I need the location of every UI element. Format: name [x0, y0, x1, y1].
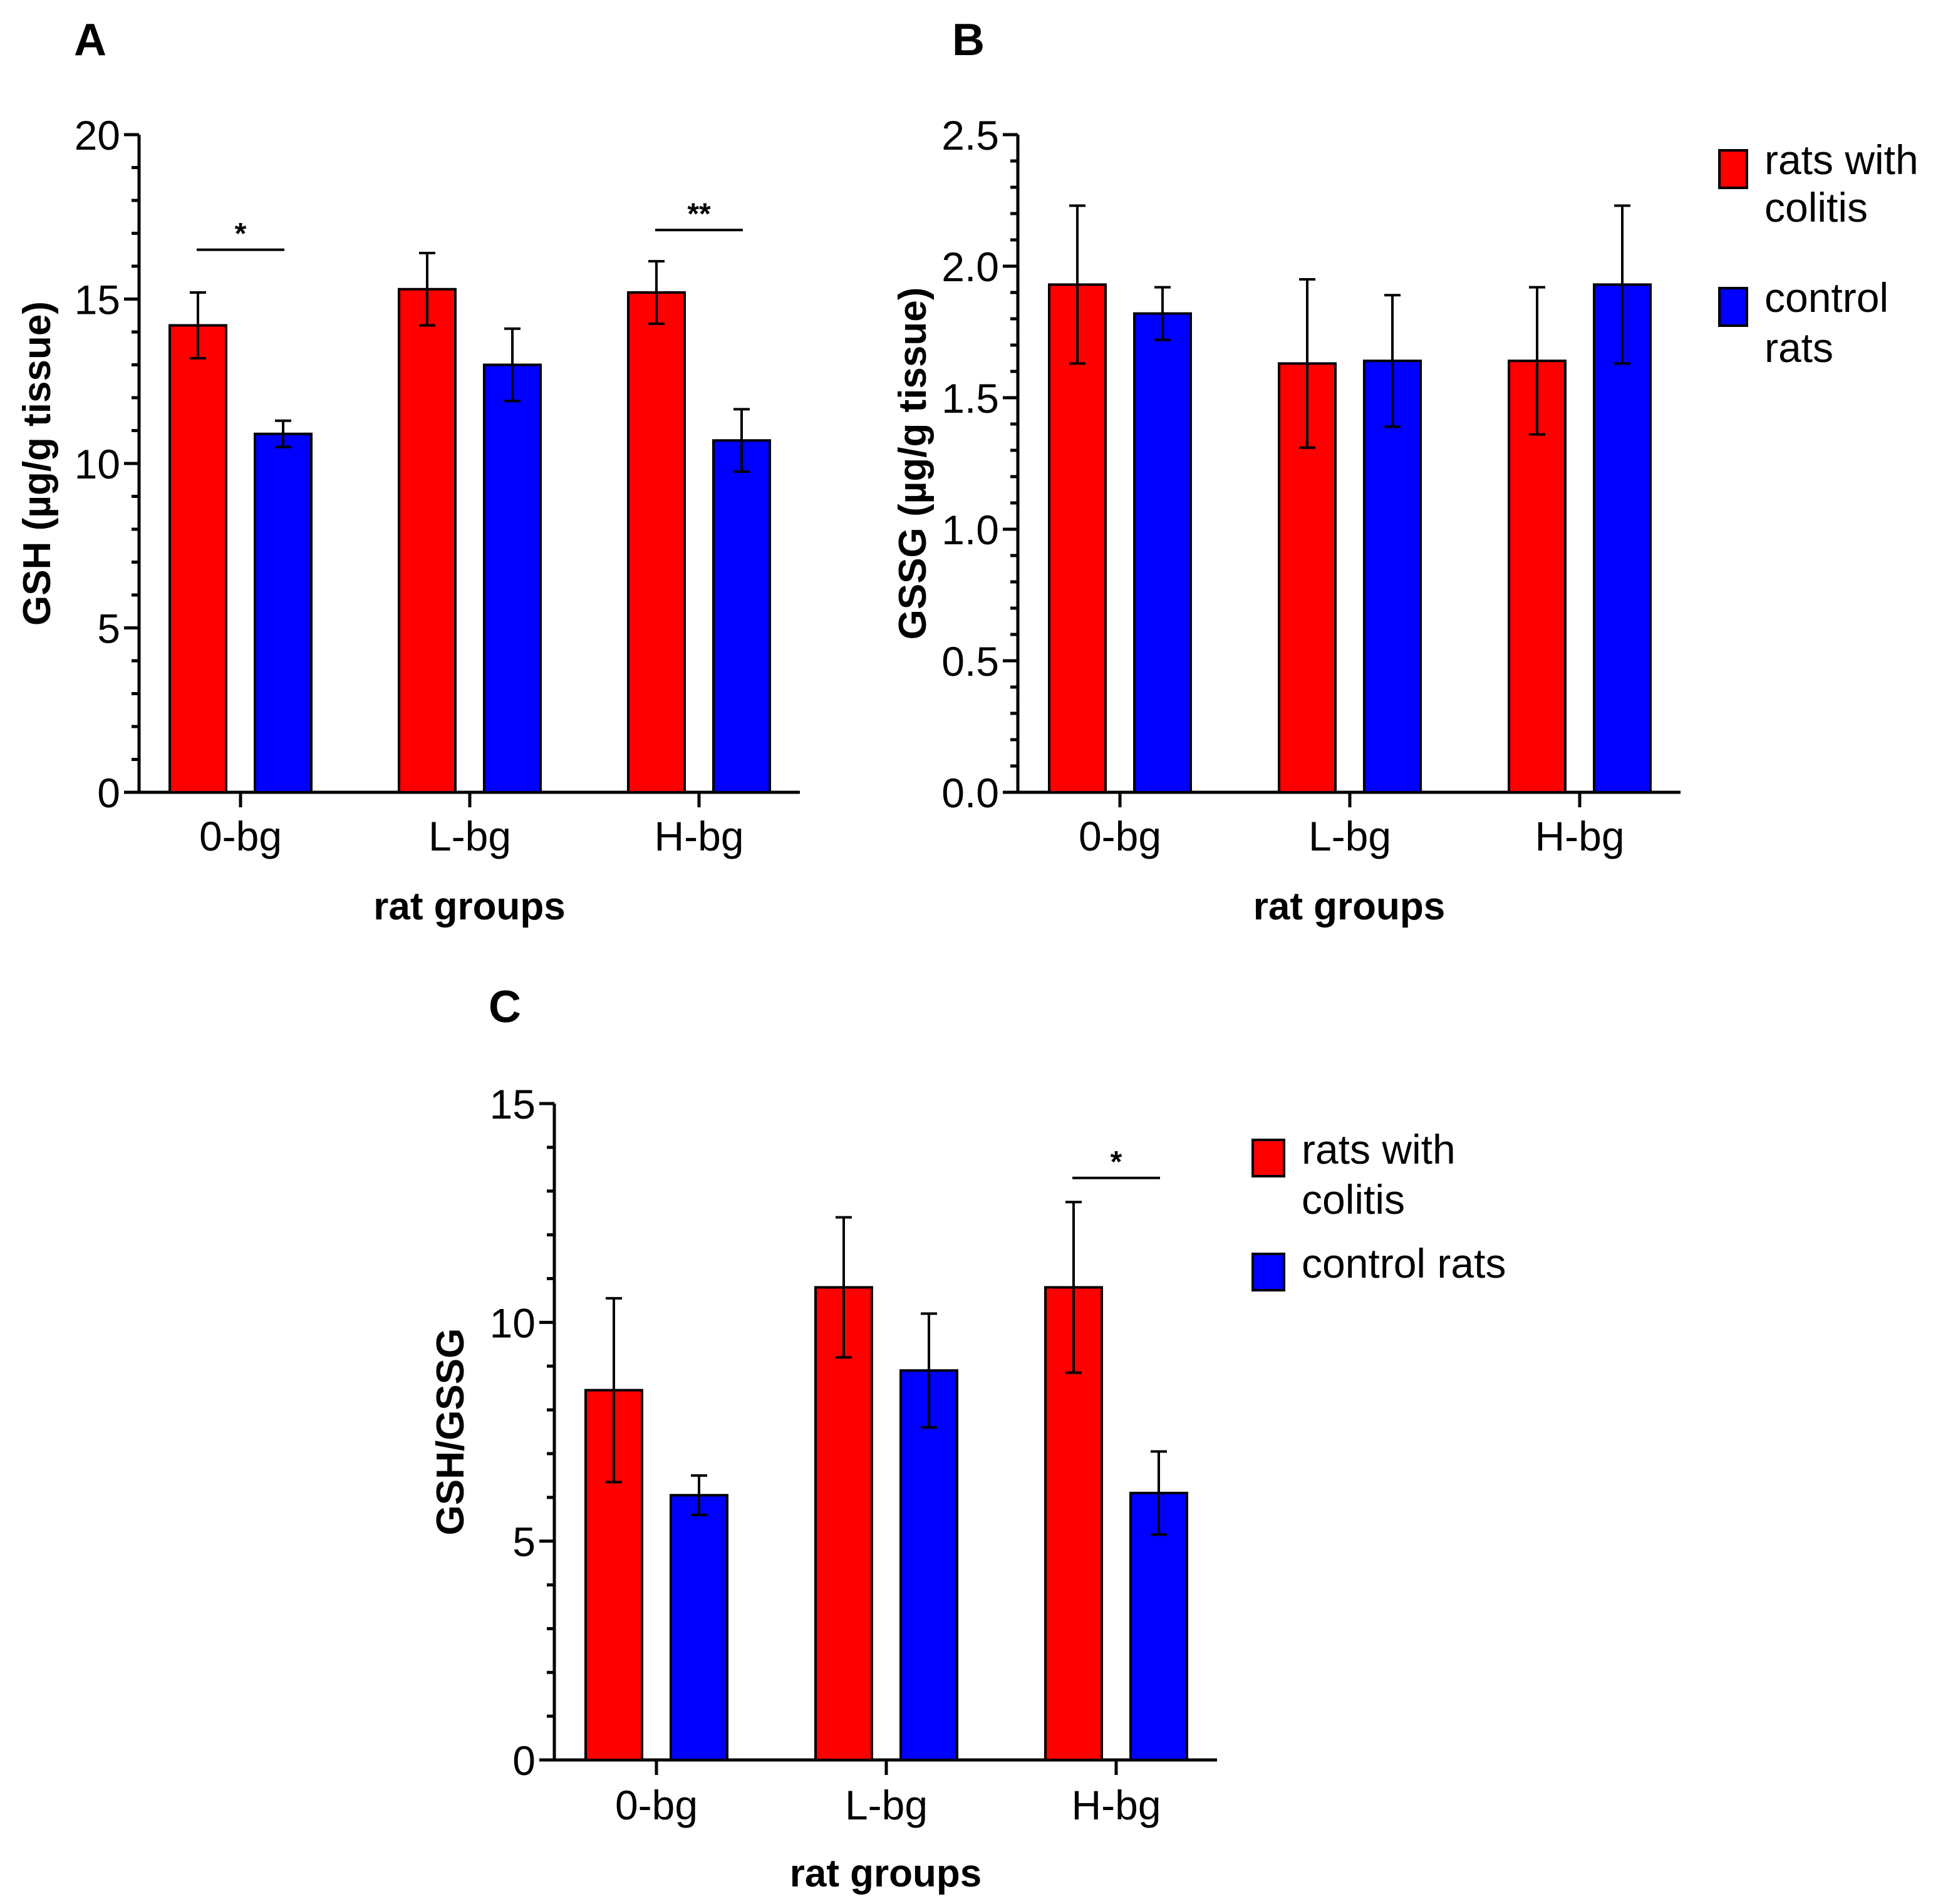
chart-a: 0 5 10 15 20 0-bg L-bg H-bg rat groups GSH (µg/g …	[16, 112, 800, 928]
panel-c-letter: C	[489, 982, 521, 1032]
x-axis-title: rat groups	[790, 1852, 982, 1895]
y-axis-title: GSH/GSSG	[429, 1328, 472, 1536]
x-tick-label: 0-bg	[199, 813, 282, 859]
colitis-bar	[1278, 362, 1337, 794]
colitis-bar	[168, 324, 227, 794]
panel-b: B 0.0 0.5 1.0 1.5 2.0 2.5 0-bg L-bg H-bg rat grou…	[891, 15, 1919, 928]
colitis-bar	[814, 1286, 873, 1761]
legend-label: control	[1764, 274, 1888, 321]
colitis-bar	[1048, 283, 1107, 794]
y-axis-title: GSH (µg/g tissue)	[16, 301, 59, 626]
control-bar	[712, 439, 771, 794]
y-tick-label: 5	[512, 1519, 536, 1565]
chart-b: 0.0 0.5 1.0 1.5 2.0 2.5 0-bg L-bg H-bg rat groups…	[891, 112, 1919, 928]
y-tick-label: 0	[97, 770, 120, 816]
x-tick-label: H-bg	[1071, 1782, 1161, 1828]
y-tick-label: 15	[490, 1081, 536, 1127]
x-tick-label: L-bg	[845, 1782, 928, 1828]
control-bar	[1593, 283, 1652, 794]
panel-b-letter: B	[952, 15, 985, 65]
x-tick-label: L-bg	[1308, 813, 1391, 859]
y-tick-label: 10	[490, 1300, 536, 1346]
legend-label: rats	[1764, 324, 1833, 371]
y-tick-label: 5	[97, 606, 120, 652]
y-axis-title: GSSG (µg/g tissue)	[891, 287, 935, 640]
x-tick-label: H-bg	[654, 813, 743, 859]
significance-label: *	[1111, 1146, 1122, 1179]
control-bar	[1133, 312, 1192, 794]
y-tick-label: 1.5	[941, 375, 999, 422]
y-tick-label: 10	[75, 441, 120, 487]
y-tick-label: 2.5	[941, 112, 999, 158]
y-tick-label: 15	[75, 277, 120, 323]
legend-swatch	[1251, 1139, 1285, 1177]
x-tick-label: 0-bg	[615, 1782, 698, 1828]
legend-item: control rats	[1251, 1240, 1506, 1291]
legend-label: control rats	[1302, 1240, 1506, 1286]
colitis-bar	[627, 291, 686, 794]
y-tick-label: 0.5	[941, 638, 999, 685]
legend-label: colitis	[1764, 184, 1868, 230]
y-tick-label: 20	[75, 112, 120, 158]
control-bar	[1129, 1491, 1188, 1761]
legend-swatch	[1251, 1253, 1285, 1291]
legend-label: colitis	[1302, 1176, 1405, 1223]
x-tick-label: L-bg	[428, 813, 511, 859]
control-bar	[483, 363, 542, 794]
legend-swatch	[1718, 149, 1748, 189]
control-bar	[670, 1494, 728, 1761]
colitis-bar	[398, 287, 457, 794]
control-bar	[1363, 360, 1422, 794]
control-bar	[254, 432, 313, 794]
y-tick-label: 1.0	[941, 507, 999, 553]
y-tick-label: 0	[512, 1737, 536, 1784]
panel-a: A 0 5 10 15 20 0-bg L-bg H-bg rat groups GSH (µg/…	[16, 15, 800, 928]
colitis-bar	[584, 1389, 643, 1762]
x-tick-label: H-bg	[1535, 813, 1624, 859]
chart-c: 0 5 10 15 0-bg L-bg H-bg rat groups GSH/GSSG * rat…	[429, 1081, 1506, 1895]
y-tick-label: 2.0	[941, 244, 999, 290]
x-axis-title: rat groups	[1253, 885, 1446, 928]
x-tick-label: 0-bg	[1079, 813, 1161, 859]
panel-a-letter: A	[74, 15, 106, 65]
control-bar	[899, 1369, 958, 1762]
significance-label: **	[687, 197, 711, 230]
y-tick-label: 0.0	[941, 770, 999, 816]
legend-label: rats with	[1764, 137, 1919, 183]
significance-label: *	[235, 217, 247, 251]
x-axis-title: rat groups	[373, 885, 566, 928]
legend-label: rats with	[1302, 1126, 1456, 1172]
panel-c: C 0 5 10 15 0-bg L-bg H-bg rat groups GSH/GSSG * r…	[429, 982, 1506, 1895]
legend-swatch	[1718, 287, 1748, 327]
